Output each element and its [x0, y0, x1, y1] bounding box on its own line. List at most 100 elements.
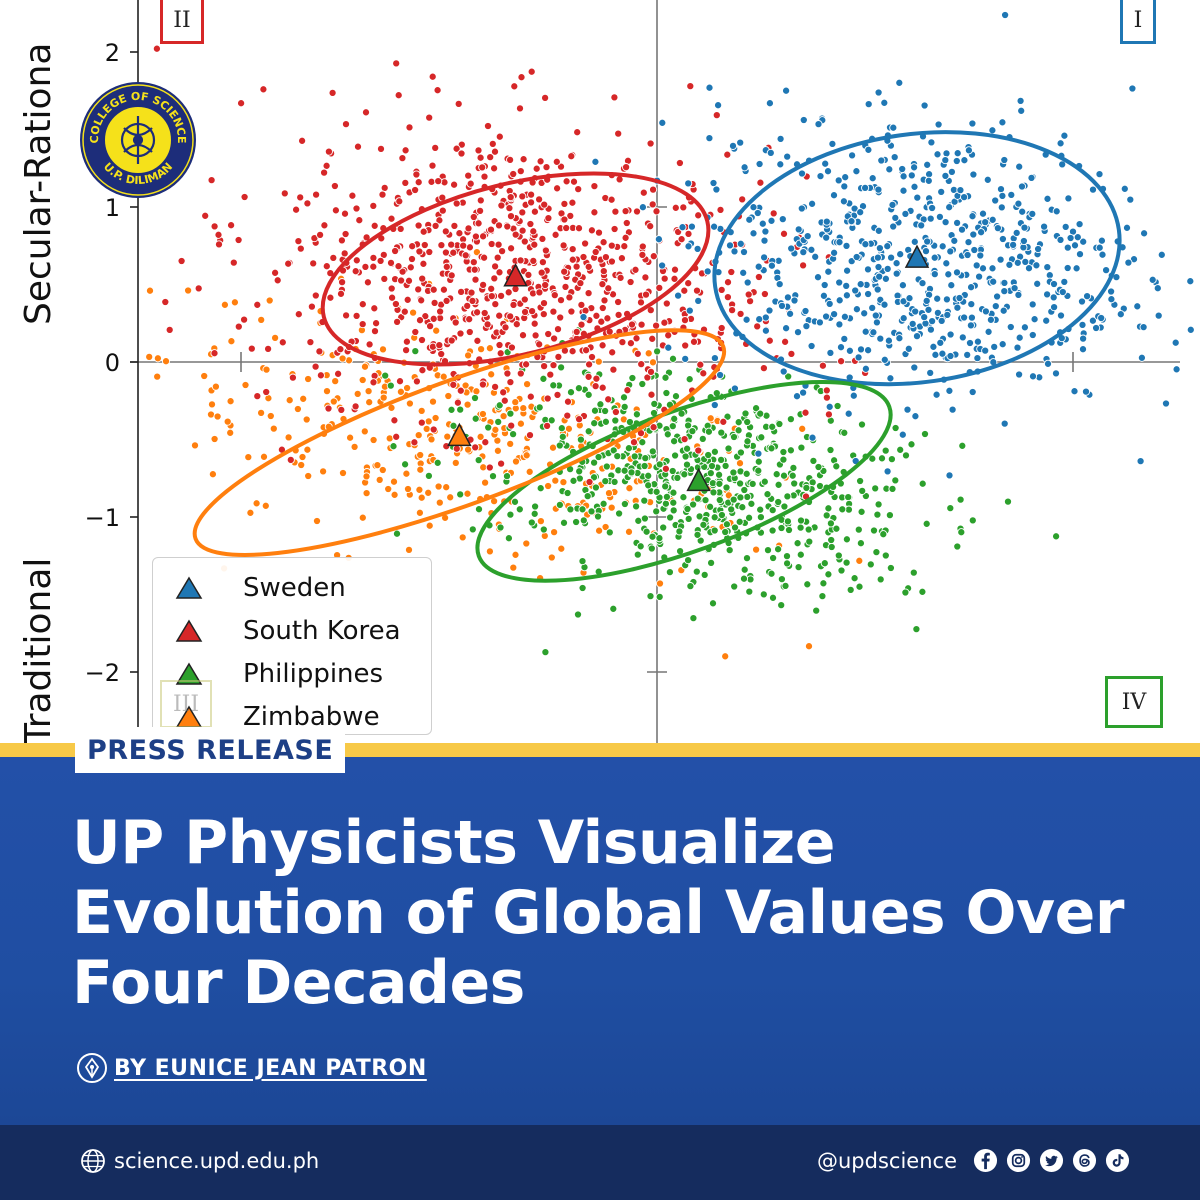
byline-author-link[interactable]: BY EUNICE JEAN PATRON — [114, 1055, 427, 1081]
data-point — [712, 111, 721, 120]
data-point — [393, 317, 402, 326]
pen-nib-icon — [77, 1053, 107, 1083]
data-point — [584, 390, 593, 399]
data-point — [435, 216, 444, 225]
data-point — [793, 328, 803, 337]
data-point — [802, 322, 811, 331]
data-point — [604, 395, 613, 404]
data-point — [609, 446, 618, 455]
data-point — [856, 476, 865, 486]
data-point — [856, 280, 865, 289]
website-link[interactable]: science.upd.edu.ph — [80, 1148, 319, 1174]
data-point — [223, 417, 232, 426]
data-point — [1063, 243, 1072, 252]
data-point — [838, 505, 847, 514]
data-point — [876, 575, 885, 584]
data-point — [818, 361, 827, 370]
data-point — [705, 83, 714, 92]
instagram-icon[interactable] — [1006, 1148, 1031, 1173]
data-point — [472, 248, 481, 257]
tiktok-icon[interactable] — [1105, 1148, 1130, 1173]
website-text[interactable]: science.upd.edu.ph — [114, 1149, 320, 1173]
data-point — [463, 489, 472, 498]
data-point — [385, 434, 394, 443]
data-point — [824, 504, 833, 513]
data-point — [913, 193, 922, 202]
data-point — [427, 177, 436, 186]
data-point — [728, 306, 737, 315]
data-point — [511, 398, 520, 407]
data-point — [781, 337, 790, 346]
data-point — [403, 484, 413, 494]
data-point — [520, 237, 529, 246]
data-point — [933, 294, 942, 303]
data-point — [1060, 277, 1069, 286]
data-point — [794, 225, 803, 234]
data-point — [476, 153, 485, 162]
data-point — [428, 161, 437, 170]
data-point — [465, 327, 474, 337]
data-point — [749, 203, 758, 212]
data-point — [901, 451, 911, 460]
data-point — [485, 463, 494, 472]
data-point — [415, 316, 425, 325]
data-point — [653, 347, 662, 356]
data-point — [441, 227, 450, 236]
data-point — [336, 289, 346, 298]
byline[interactable]: BY EUNICE JEAN PATRON — [76, 1052, 427, 1084]
data-point — [716, 370, 725, 380]
data-point — [626, 277, 635, 287]
data-point — [234, 322, 243, 331]
data-point — [499, 388, 508, 397]
data-point — [655, 283, 664, 292]
data-point — [404, 545, 414, 554]
data-point — [516, 369, 525, 378]
data-point — [617, 254, 626, 263]
data-point — [973, 354, 982, 363]
data-point — [857, 507, 866, 516]
data-point — [852, 252, 861, 262]
data-point — [452, 144, 461, 153]
data-point — [1000, 287, 1009, 296]
legend-item-zimbabwe: Zimbabwe — [175, 695, 431, 738]
data-point — [211, 382, 220, 391]
data-point — [591, 382, 600, 391]
data-point — [394, 262, 403, 271]
data-point — [483, 320, 492, 329]
data-point — [1015, 370, 1024, 379]
data-point — [693, 244, 702, 253]
data-point — [1137, 353, 1146, 362]
data-point — [414, 285, 423, 294]
data-point — [724, 444, 733, 453]
data-point — [824, 410, 833, 419]
data-point — [271, 333, 280, 342]
legend-label: South Korea — [243, 615, 401, 646]
data-point — [888, 200, 897, 209]
data-point — [707, 461, 717, 471]
facebook-icon[interactable] — [973, 1148, 998, 1173]
data-point — [425, 113, 434, 122]
data-point — [999, 306, 1008, 315]
data-point — [539, 525, 548, 534]
chart-area: 2 1 0 −1 −2 Secular-Rationa Traditional I II… — [18, 0, 1195, 745]
data-point — [768, 526, 777, 535]
threads-icon[interactable] — [1072, 1148, 1097, 1173]
data-point — [967, 300, 976, 309]
data-point — [947, 167, 956, 176]
data-point — [654, 235, 663, 244]
data-point — [495, 132, 504, 141]
data-point — [991, 302, 1000, 311]
data-point — [543, 421, 552, 430]
data-point — [496, 349, 505, 358]
data-point — [754, 449, 763, 458]
twitter-icon[interactable] — [1039, 1148, 1064, 1173]
data-point — [846, 585, 855, 594]
data-point — [856, 208, 865, 217]
data-point — [431, 221, 440, 230]
data-point — [253, 300, 262, 309]
data-point — [686, 582, 695, 591]
data-point — [822, 233, 831, 242]
social-handle[interactable]: @updscience — [817, 1148, 957, 1173]
data-point — [797, 443, 806, 452]
data-point — [594, 452, 603, 462]
